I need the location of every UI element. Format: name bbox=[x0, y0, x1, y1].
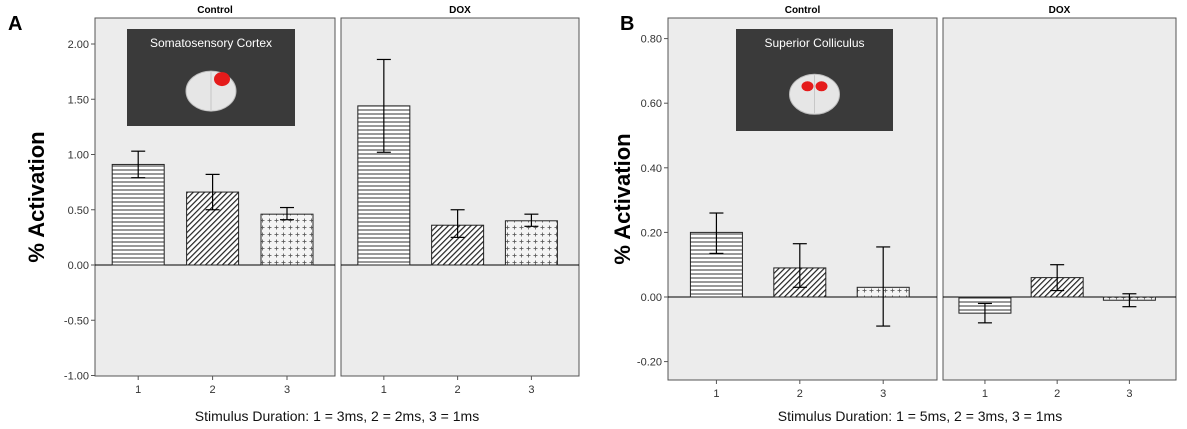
panel-b: B 0.80 0.60 0.40 0.20 0.00 -0.20 % Activation St… bbox=[610, 5, 1177, 424]
activation-region bbox=[815, 81, 828, 92]
x-tick-label: 3 bbox=[1126, 388, 1132, 400]
y-tick-label: 0.00 bbox=[641, 292, 662, 304]
activation-region bbox=[801, 81, 814, 92]
y-axis-label: % Activation bbox=[24, 131, 49, 262]
x-axis-label: Stimulus Duration: 1 = 3ms, 2 = 2ms, 3 =… bbox=[195, 408, 479, 424]
inset-label: Somatosensory Cortex bbox=[150, 36, 272, 50]
facet-frame-dox bbox=[942, 17, 1177, 381]
x-tick-label: 1 bbox=[135, 384, 141, 396]
facet-label: Control bbox=[197, 5, 233, 16]
y-tick-label: 0.80 bbox=[641, 34, 662, 46]
inset-label: Superior Colliculus bbox=[764, 36, 864, 50]
x-tick-label: 1 bbox=[713, 388, 719, 400]
x-tick-label: 2 bbox=[797, 388, 803, 400]
bar bbox=[260, 213, 314, 266]
y-tick-label: 0.00 bbox=[68, 260, 89, 272]
brain-inset: Somatosensory Cortex bbox=[127, 29, 295, 126]
y-tick-label: -0.20 bbox=[637, 357, 662, 369]
y-tick-label: 0.60 bbox=[641, 98, 662, 110]
x-tick-label: 3 bbox=[880, 388, 886, 400]
y-tick-label: 1.50 bbox=[68, 94, 89, 106]
y-tick-label: 0.40 bbox=[641, 163, 662, 175]
x-tick-label: 2 bbox=[455, 384, 461, 396]
bar bbox=[186, 191, 240, 266]
x-tick-label: 1 bbox=[982, 388, 988, 400]
y-tick-label: 2.00 bbox=[68, 39, 89, 51]
activation-region bbox=[214, 72, 230, 87]
facet-label: DOX bbox=[1049, 5, 1071, 16]
x-tick-label: 1 bbox=[381, 384, 387, 396]
panel-label: A bbox=[8, 13, 22, 35]
facet-label: Control bbox=[785, 5, 821, 16]
x-tick-label: 2 bbox=[1054, 388, 1060, 400]
y-tick-label: 1.00 bbox=[68, 150, 89, 162]
x-axis-label: Stimulus Duration: 1 = 5ms, 2 = 3ms, 3 =… bbox=[778, 408, 1062, 424]
facet-label: DOX bbox=[449, 5, 471, 16]
x-tick-label: 3 bbox=[528, 384, 534, 396]
y-tick-label: 0.50 bbox=[68, 205, 89, 217]
y-tick-label: 0.20 bbox=[641, 227, 662, 239]
y-tick-label: -1.00 bbox=[64, 371, 89, 383]
y-tick-label: -0.50 bbox=[64, 315, 89, 327]
brain-inset: Superior Colliculus bbox=[736, 29, 893, 131]
panel-a: A 2.00 1.50 1.00 0.50 0.00 -0.50 -1.00 % Activat… bbox=[8, 5, 580, 424]
bar bbox=[111, 163, 165, 266]
bar bbox=[504, 220, 558, 266]
y-axis-label: % Activation bbox=[610, 133, 635, 264]
panel-label: B bbox=[620, 13, 634, 35]
x-tick-label: 3 bbox=[284, 384, 290, 396]
x-tick-label: 2 bbox=[210, 384, 216, 396]
